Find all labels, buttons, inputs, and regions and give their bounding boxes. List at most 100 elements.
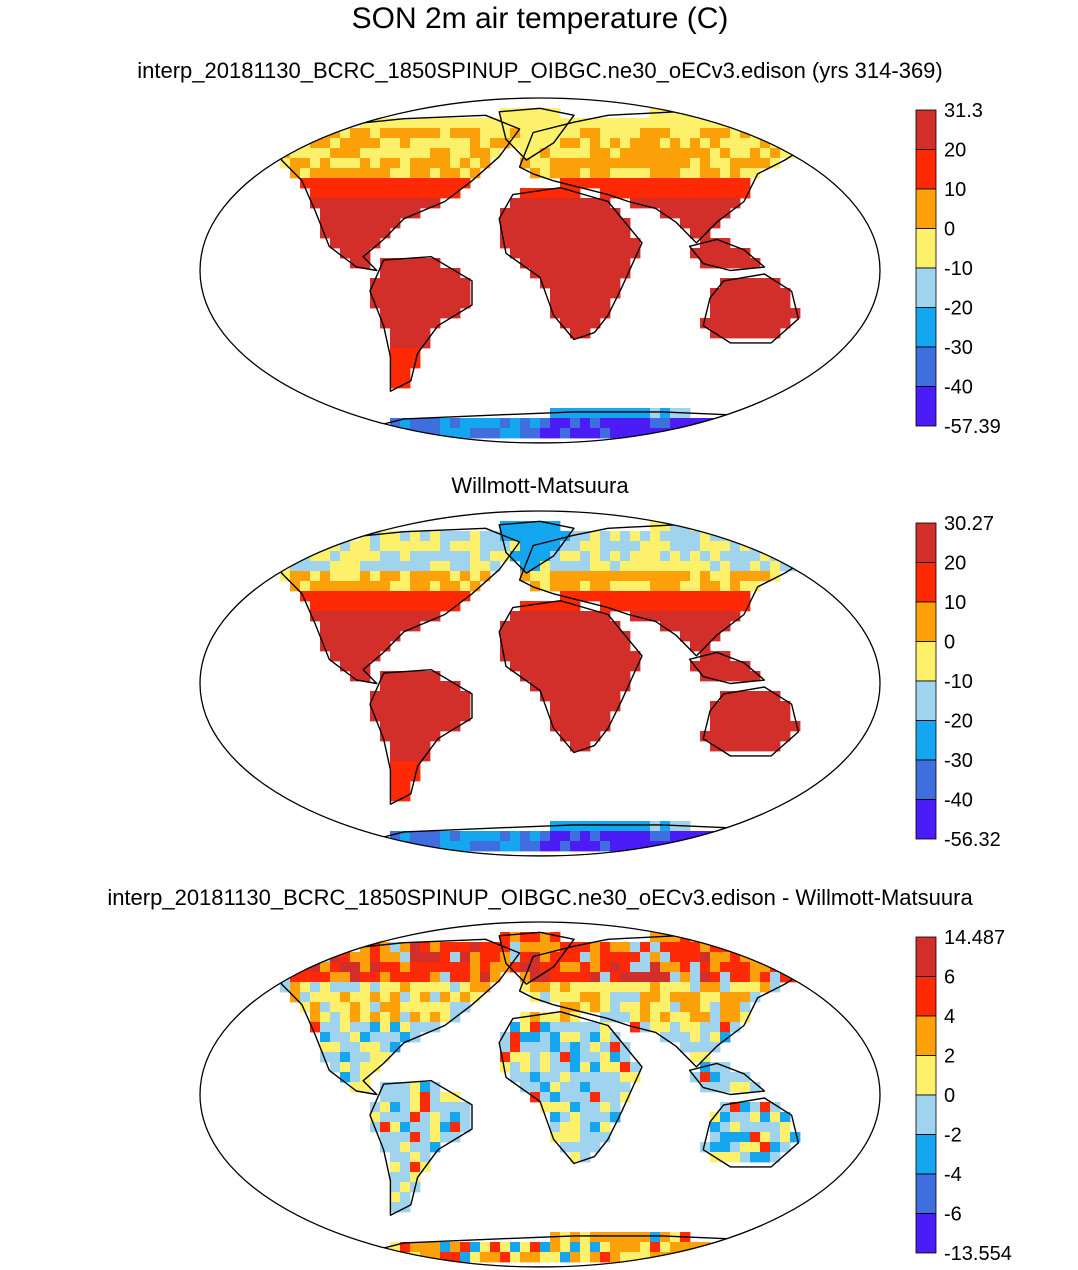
- grid-cell: [500, 228, 511, 239]
- grid-cell: [360, 128, 371, 139]
- grid-cell: [760, 721, 771, 732]
- grid-cell: [390, 952, 401, 963]
- grid-cell: [680, 611, 691, 622]
- grid-cell: [300, 1002, 311, 1013]
- grid-cell: [310, 561, 321, 572]
- grid-cell: [380, 611, 391, 622]
- grid-cell: [340, 551, 351, 562]
- grid-cell: [340, 238, 351, 249]
- grid-cell: [740, 591, 751, 602]
- grid-cell: [450, 691, 461, 702]
- grid-cell: [400, 541, 411, 552]
- grid-cell: [580, 1232, 591, 1243]
- grid-cell: [800, 551, 811, 562]
- grid-cell: [410, 298, 421, 309]
- grid-cell: [760, 942, 771, 953]
- grid-cell: [410, 1112, 421, 1123]
- grid-cell: [310, 198, 321, 209]
- grid-cell: [480, 418, 491, 429]
- grid-cell: [610, 168, 621, 179]
- grid-cell: [610, 268, 621, 279]
- grid-cell: [770, 731, 781, 742]
- grid-cell: [420, 1082, 431, 1093]
- grid-cell: [590, 992, 601, 1003]
- grid-cell: [340, 248, 351, 259]
- grid-cell: [570, 1032, 581, 1043]
- grid-cell: [410, 581, 421, 592]
- grid-cell: [480, 551, 491, 562]
- grid-cell: [490, 962, 501, 973]
- grid-cell: [640, 571, 651, 582]
- grid-cell: [730, 158, 741, 169]
- grid-cell: [610, 641, 621, 652]
- grid-cell: [510, 531, 521, 542]
- grid-cell: [410, 1082, 421, 1093]
- grid-cell: [370, 531, 381, 542]
- grid-cell: [700, 148, 711, 159]
- grid-cell: [350, 631, 361, 642]
- grid-cell: [550, 248, 561, 259]
- grid-cell: [310, 158, 321, 169]
- grid-cell: [490, 541, 501, 552]
- grid-cell: [770, 962, 781, 973]
- grid-cell: [690, 198, 701, 209]
- grid-cell: [540, 982, 551, 993]
- grid-cell: [580, 198, 591, 209]
- grid-cell: [550, 118, 561, 129]
- grid-cell: [720, 671, 731, 682]
- coastline-greenland: [498, 931, 575, 985]
- grid-cell: [650, 178, 661, 189]
- grid-cell: [360, 551, 371, 562]
- grid-cell: [350, 972, 361, 983]
- grid-cell: [750, 721, 761, 732]
- grid-cell: [420, 601, 431, 612]
- grid-cell: [740, 278, 751, 289]
- grid-cell: [370, 1052, 381, 1063]
- grid-cell: [690, 128, 701, 139]
- grid-cell: [610, 1062, 621, 1073]
- grid-cell: [720, 128, 731, 139]
- grid-cell: [660, 541, 671, 552]
- grid-cell: [430, 841, 441, 852]
- grid-cell: [420, 611, 431, 622]
- grid-cell: [670, 521, 681, 532]
- grid-cell: [540, 208, 551, 219]
- colorbar-bin: [915, 228, 937, 269]
- grid-cell: [400, 178, 411, 189]
- grid-cell: [630, 601, 641, 612]
- grid-cell: [360, 1032, 371, 1043]
- grid-cell: [340, 631, 351, 642]
- grid-cell: [700, 611, 711, 622]
- grid-cell: [750, 741, 761, 752]
- grid-cell: [580, 651, 591, 662]
- grid-cell: [590, 1082, 601, 1093]
- grid-cell: [560, 641, 571, 652]
- grid-cell: [620, 601, 631, 612]
- grid-cell: [730, 1142, 741, 1153]
- grid-cell: [610, 418, 621, 429]
- grid-cell: [610, 1232, 621, 1243]
- grid-cell: [400, 118, 411, 129]
- grid-cell: [710, 721, 721, 732]
- grid-cell: [400, 1022, 411, 1033]
- grid-cell: [350, 992, 361, 1003]
- grid-cell: [400, 1122, 411, 1133]
- grid-cell: [670, 168, 681, 179]
- grid-cell: [520, 238, 531, 249]
- grid-cell: [380, 531, 391, 542]
- grid-cell: [670, 1012, 681, 1023]
- grid-cell: [590, 611, 601, 622]
- grid-cell: [660, 551, 671, 562]
- grid-cell: [520, 571, 531, 582]
- grid-cell: [390, 1132, 401, 1143]
- grid-cell: [570, 268, 581, 279]
- grid-cell: [600, 942, 611, 953]
- grid-cell: [560, 972, 571, 983]
- grid-cell: [550, 681, 561, 692]
- grid-cell: [540, 521, 551, 532]
- colorbar-label: 4: [944, 1006, 955, 1028]
- grid-cell: [330, 1042, 341, 1053]
- grid-cell: [420, 418, 431, 429]
- grid-cell: [420, 308, 431, 319]
- grid-cell: [380, 298, 391, 309]
